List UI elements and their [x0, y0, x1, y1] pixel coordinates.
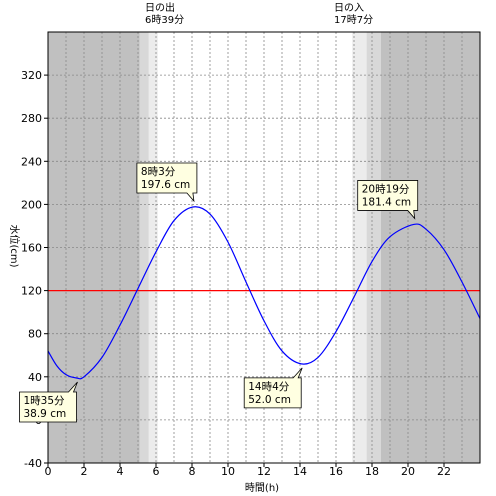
callout-bubble [19, 381, 78, 423]
sunrise-title: 日の出 [145, 1, 175, 14]
sunset-title: 日の入 [334, 3, 364, 14]
callout-time: 1時35分 [23, 395, 65, 407]
sunrise-time: 6時39分 [145, 14, 184, 26]
x-tick-labels: 0 2 4 6 8 10 12 14 16 18 20 22 [45, 465, 452, 478]
x-axis-title: 時間(h) [245, 482, 279, 494]
callout-value: 197.6 cm [141, 179, 190, 191]
y-tick-label: 320 [21, 69, 42, 82]
y-tick-label: -40 [24, 457, 42, 470]
callout-value: 181.4 cm [362, 196, 411, 208]
y-axis-title: 水位(cm) [8, 224, 21, 267]
y-tick-label: 280 [21, 112, 42, 125]
x-tick-label: 12 [257, 465, 271, 478]
x-tick-label: 20 [401, 465, 415, 478]
x-tick-label: 14 [293, 465, 307, 478]
plot-frame [44, 31, 481, 467]
x-tick-label: 22 [437, 465, 451, 478]
x-tick-label: 8 [189, 465, 196, 478]
x-tick-label: 4 [117, 465, 124, 478]
night-band [352, 32, 367, 463]
callout-time: 14時4分 [248, 381, 290, 393]
x-tick-label: 10 [221, 465, 235, 478]
callout-value: 38.9 cm [23, 408, 66, 420]
y-tick-label: 40 [28, 371, 42, 384]
callout-time: 20時19分 [362, 183, 410, 195]
y-tick-label: 200 [21, 198, 42, 211]
x-tick-label: 2 [81, 465, 88, 478]
sunset-time: 17時7分 [334, 14, 373, 26]
callout-value: 52.0 cm [248, 394, 291, 406]
y-tick-label: 240 [21, 155, 42, 168]
y-tick-labels: -4004080120160200240280320 [21, 69, 42, 470]
x-tick-label: 6 [153, 465, 160, 478]
x-tick-label: 0 [45, 465, 52, 478]
callout-bubble [243, 367, 303, 409]
callout-time: 8時3分 [141, 166, 176, 178]
x-tick-label: 18 [365, 465, 379, 478]
series-group [47, 206, 481, 380]
x-tick-label: 16 [329, 465, 343, 478]
y-tick-label: 120 [21, 285, 42, 298]
callout-bubble [136, 162, 198, 203]
y-tick-label: 160 [21, 242, 42, 255]
callout-bubble [357, 180, 419, 220]
y-tick-label: 80 [28, 328, 42, 341]
tide-level-line [47, 206, 481, 380]
